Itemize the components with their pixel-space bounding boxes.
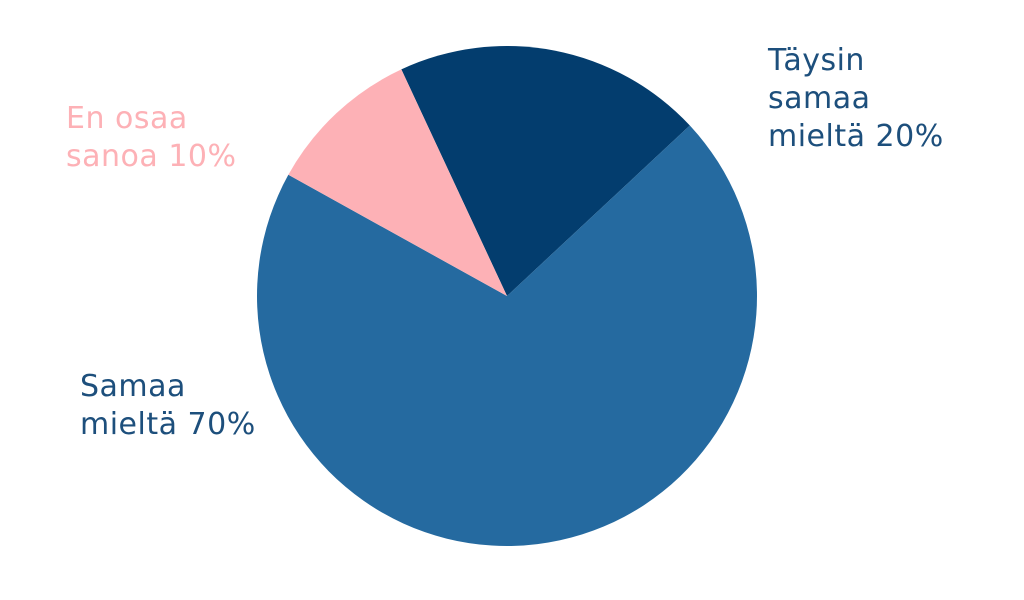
pie-slice — [257, 125, 757, 546]
category-label: Samaa mieltä — [80, 369, 186, 442]
value-label: 20% — [875, 119, 944, 154]
value-label: 10% — [168, 139, 237, 174]
value-label: 70% — [187, 407, 256, 442]
slice-label: En osaa sanoa 10% — [66, 100, 261, 176]
pie-slice — [288, 69, 507, 296]
slice-label: Samaa mieltä 70% — [80, 368, 275, 444]
category-label: En osaa sanoa — [66, 101, 188, 174]
pie-slice — [401, 45, 690, 296]
category-label: Täysin samaa mieltä — [768, 43, 871, 154]
slice-label: Täysin samaa mieltä 20% — [768, 42, 963, 156]
